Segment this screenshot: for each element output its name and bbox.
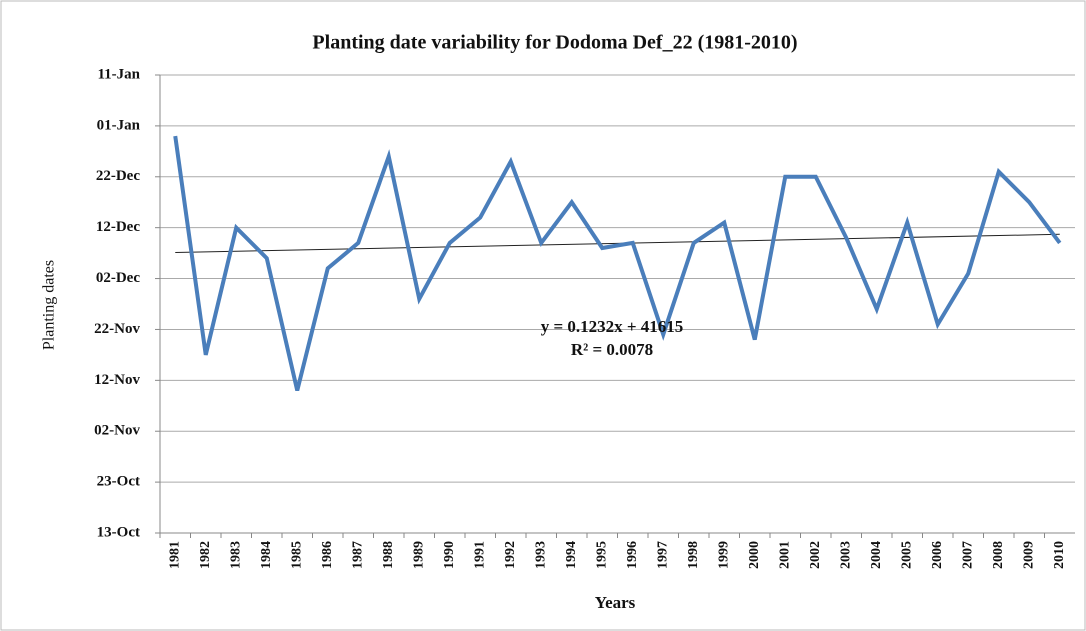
x-tick-label: 1993 — [533, 541, 548, 569]
x-tick-label: 1992 — [503, 541, 518, 569]
x-tick-label: 2001 — [777, 541, 792, 569]
y-axis-label: Planting dates — [41, 260, 58, 350]
x-tick-label: 1981 — [167, 541, 182, 569]
x-tick-label: 2010 — [1052, 541, 1067, 569]
y-tick-label: 11-Jan — [97, 66, 140, 82]
x-tick-label: 2007 — [960, 541, 975, 569]
trendline-equation: y = 0.1232x + 41615 — [541, 317, 684, 336]
y-tick-label: 13-Oct — [97, 524, 140, 540]
x-tick-label: 1986 — [320, 541, 335, 569]
x-tick-label: 2008 — [991, 541, 1006, 569]
chart-title: Planting date variability for Dodoma Def… — [312, 32, 797, 54]
y-tick-label: 23-Oct — [97, 474, 140, 490]
r-squared: R² = 0.0078 — [571, 340, 653, 359]
x-tick-label: 1982 — [198, 541, 213, 569]
x-tick-label: 1989 — [411, 541, 426, 569]
y-tick-label: 22-Nov — [94, 321, 140, 337]
x-tick-label: 1997 — [655, 541, 670, 569]
y-tick-label: 12-Nov — [94, 372, 140, 388]
y-tick-label: 22-Dec — [96, 168, 140, 184]
x-tick-label: 1991 — [472, 541, 487, 569]
x-tick-label: 1990 — [442, 541, 457, 569]
data-line — [173, 135, 1062, 391]
x-tick-label: 2004 — [869, 541, 884, 569]
x-tick-label: 2009 — [1021, 541, 1036, 569]
x-tick-label: 2003 — [838, 541, 853, 569]
y-tick-label: 02-Dec — [96, 270, 140, 286]
y-tick-label: 02-Nov — [94, 423, 140, 439]
x-tick-label: 1995 — [594, 541, 609, 569]
x-tick-label: 2005 — [899, 541, 914, 569]
x-tick-label: 1998 — [686, 541, 701, 569]
x-tick-label: 1984 — [259, 541, 274, 569]
x-tick-label: 1983 — [228, 541, 243, 569]
x-tick-label: 1994 — [564, 541, 579, 569]
x-tick-label: 2006 — [930, 541, 945, 569]
x-axis-label: Years — [595, 593, 636, 612]
x-tick-label: 1985 — [289, 541, 304, 569]
y-tick-label: 12-Dec — [96, 219, 140, 235]
y-tick-label: 01-Jan — [97, 117, 141, 133]
x-tick-label: 2002 — [808, 541, 823, 569]
x-tick-label: 1987 — [350, 541, 365, 569]
x-tick-label: 1988 — [381, 541, 396, 569]
x-tick-label: 1996 — [625, 541, 640, 569]
x-tick-label: 2000 — [747, 541, 762, 569]
x-tick-label: 1999 — [716, 541, 731, 569]
